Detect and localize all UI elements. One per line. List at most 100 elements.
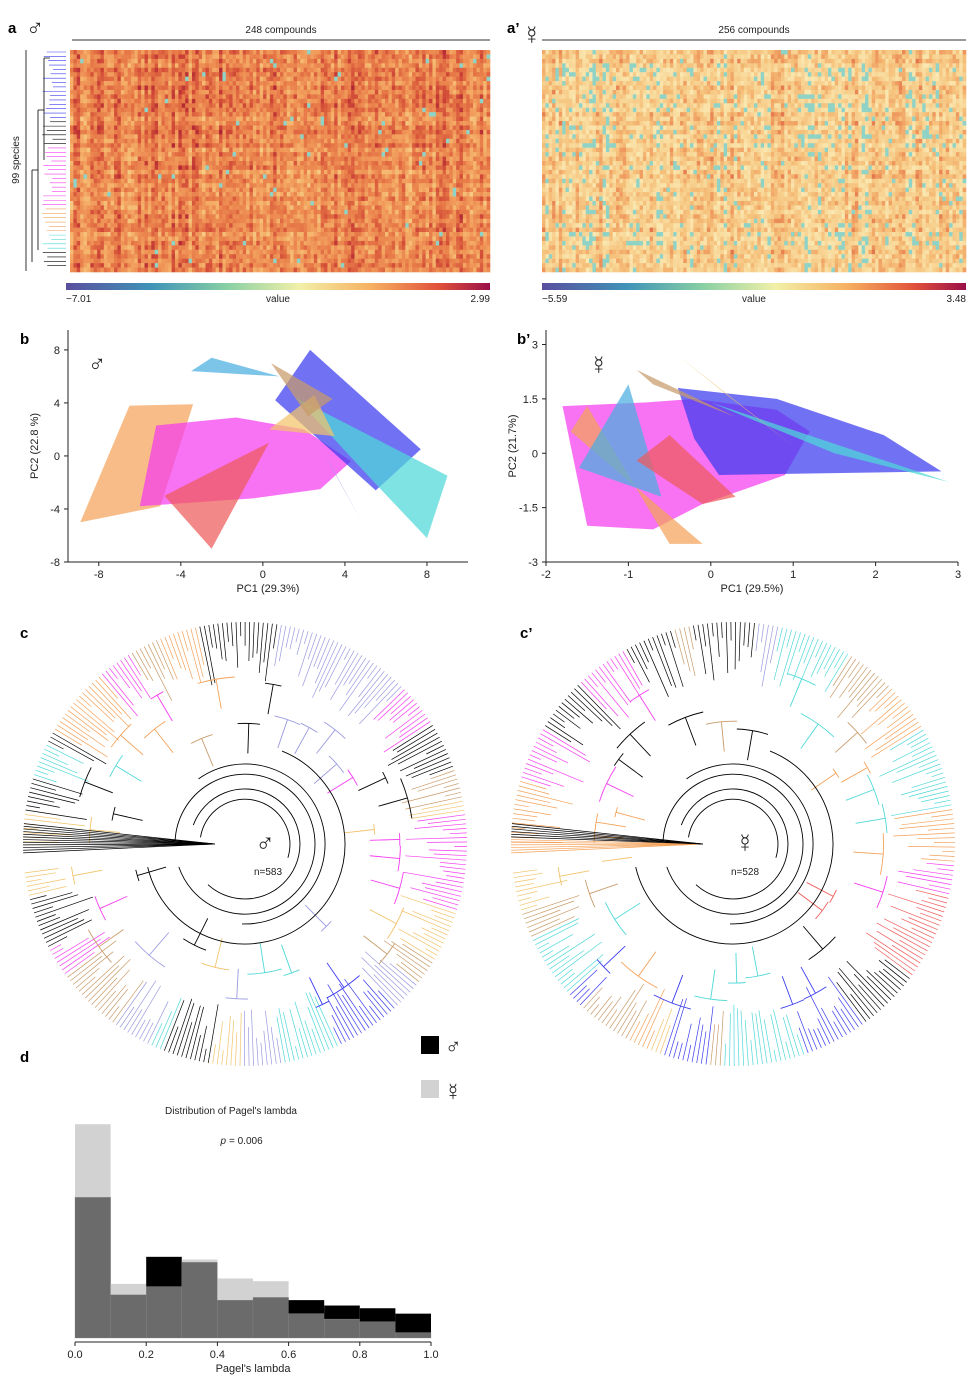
heatmap-cell xyxy=(198,89,203,95)
heatmap-cell xyxy=(476,85,481,91)
heatmap-cell xyxy=(344,116,349,122)
heatmap-cell xyxy=(195,98,200,104)
heatmap-cell xyxy=(90,218,95,224)
heatmap-cell xyxy=(120,169,125,175)
heatmap-cell xyxy=(483,98,487,104)
heatmap-cell xyxy=(171,218,176,224)
heatmap-cell xyxy=(374,218,379,224)
heatmap-cell xyxy=(215,214,220,220)
heatmap-cell xyxy=(229,98,233,104)
heatmap-cell xyxy=(425,187,430,193)
heatmap-cell xyxy=(158,187,162,193)
heatmap-cell xyxy=(120,174,125,180)
heatmap-cell xyxy=(456,85,460,91)
heatmap-cell xyxy=(229,192,233,197)
heatmap-cell xyxy=(337,89,342,95)
heatmap-cell xyxy=(222,192,227,197)
heatmap-cell xyxy=(83,94,88,100)
heatmap-cell xyxy=(175,214,179,220)
heatmap-cell xyxy=(473,161,477,166)
heatmap-cell xyxy=(330,129,335,135)
heatmap-cell xyxy=(86,214,91,220)
heatmap-cell xyxy=(164,209,169,215)
heatmap-cell xyxy=(269,143,274,148)
heatmap-cell xyxy=(381,165,386,171)
heatmap-cell xyxy=(442,98,447,104)
heatmap-cell xyxy=(483,89,487,95)
heatmap-cell xyxy=(178,169,183,175)
heatmap-cell xyxy=(246,63,250,69)
heatmap-cell xyxy=(215,72,220,77)
heatmap-cell xyxy=(408,67,413,73)
heatmap-cell xyxy=(195,196,200,202)
heatmap-cell xyxy=(385,178,389,184)
heatmap-cell xyxy=(368,147,372,153)
heatmap-cell xyxy=(252,54,257,60)
heatmap-cell xyxy=(252,161,257,166)
heatmap-cell xyxy=(378,192,382,197)
heatmap-cell xyxy=(469,161,474,166)
heatmap-cell xyxy=(114,161,118,166)
heatmap-cell xyxy=(476,196,481,202)
heatmap-cell xyxy=(117,58,122,64)
heatmap-cell xyxy=(364,223,369,228)
heatmap-cell xyxy=(134,178,139,184)
heatmap-cell xyxy=(364,116,369,122)
heatmap-cell xyxy=(347,156,352,162)
heatmap-cell xyxy=(300,183,305,188)
heatmap-cell xyxy=(327,138,332,144)
heatmap-cell xyxy=(371,165,376,171)
heatmap-cell xyxy=(340,218,345,224)
heatmap-cell xyxy=(198,205,203,211)
heatmap-cell xyxy=(161,196,166,202)
heatmap-cell xyxy=(462,138,467,144)
heatmap-cell xyxy=(181,72,186,77)
heatmap-cell xyxy=(408,85,413,91)
heatmap-cell xyxy=(90,169,95,175)
heatmap-cell xyxy=(361,58,365,64)
heatmap-cell xyxy=(86,72,91,77)
heatmap-cell xyxy=(161,143,166,148)
heatmap-cell xyxy=(208,50,213,55)
heatmap-cell xyxy=(429,165,433,171)
heatmap-cell xyxy=(76,169,81,175)
heatmap-cell xyxy=(408,134,413,140)
heatmap-cell xyxy=(317,178,321,184)
heatmap-cell xyxy=(188,58,193,64)
heatmap-cell xyxy=(286,89,291,95)
heatmap-cell xyxy=(107,178,111,184)
heatmap-cell xyxy=(283,129,288,135)
heatmap-cell xyxy=(185,116,189,122)
heatmap-cell xyxy=(286,76,291,82)
heatmap-cell xyxy=(449,169,454,175)
heatmap-cell xyxy=(215,209,220,215)
heatmap-cell xyxy=(324,50,328,55)
heatmap-cell xyxy=(97,187,101,193)
heatmap-cell xyxy=(280,121,284,126)
heatmap-cell xyxy=(405,183,410,188)
heatmap-cell xyxy=(280,116,284,122)
heatmap-cell xyxy=(86,63,91,69)
heatmap-cell xyxy=(385,134,389,140)
heatmap-cell xyxy=(191,143,196,148)
heatmap-cell xyxy=(107,156,111,162)
heatmap-cell xyxy=(178,152,183,157)
heatmap-cell xyxy=(276,196,281,202)
heatmap-cell xyxy=(385,112,389,117)
heatmap-cell xyxy=(141,72,145,77)
heatmap-cell xyxy=(422,121,426,126)
heatmap-cell xyxy=(110,81,115,86)
heatmap-cell xyxy=(412,147,416,153)
heatmap-cell xyxy=(249,129,254,135)
heatmap-cell xyxy=(185,174,189,180)
heatmap-cell xyxy=(334,50,338,55)
heatmap-cell xyxy=(476,72,481,77)
heatmap-cell xyxy=(401,178,406,184)
heatmap-cell xyxy=(313,174,318,180)
heatmap-cell xyxy=(340,98,345,104)
heatmap-cell xyxy=(107,214,111,220)
heatmap-cell xyxy=(344,107,349,113)
heatmap-cell xyxy=(246,89,250,95)
heatmap-cell xyxy=(473,178,477,184)
heatmap-cell xyxy=(286,138,291,144)
